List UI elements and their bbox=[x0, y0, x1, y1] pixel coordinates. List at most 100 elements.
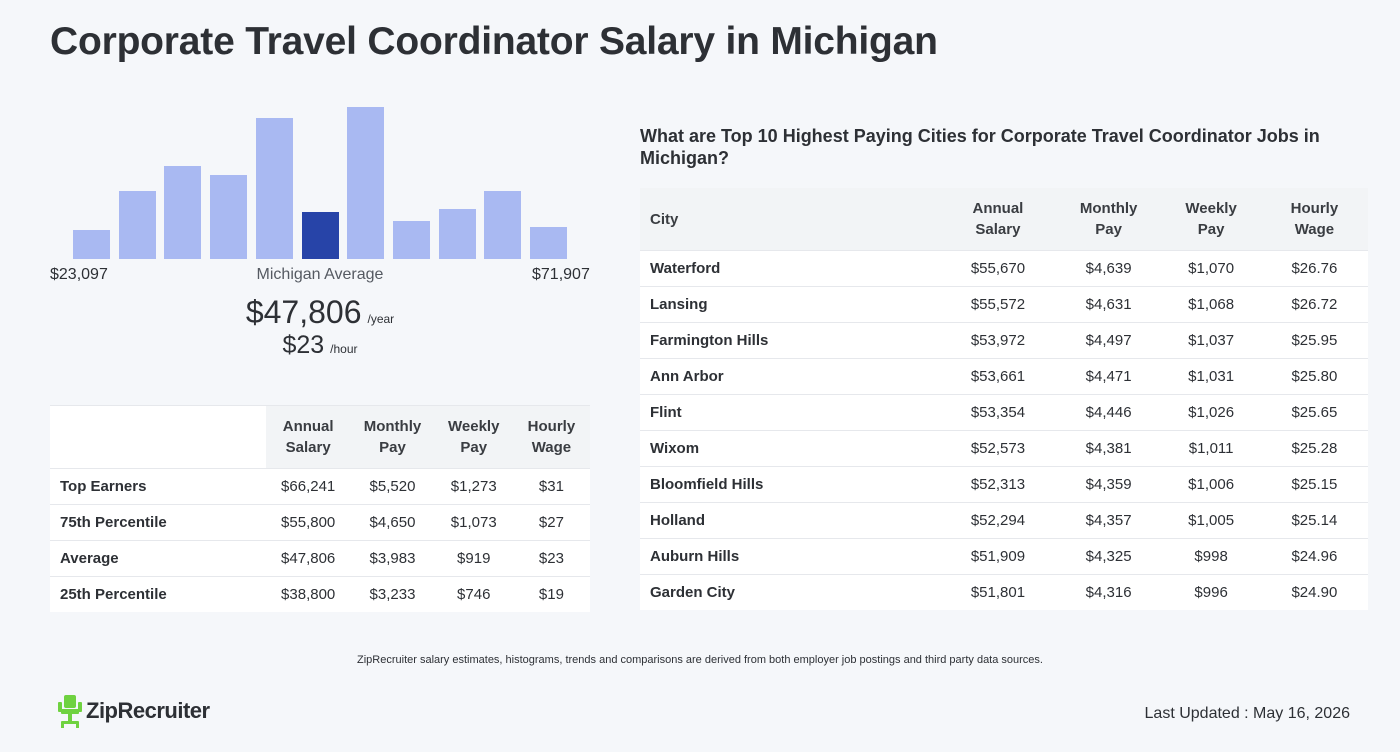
city-cell: $1,011 bbox=[1161, 430, 1261, 467]
city-cell: $53,661 bbox=[940, 358, 1056, 395]
city-cell: $53,354 bbox=[940, 394, 1056, 431]
percentile-table: Annual Salary Monthly Pay Weekly Pay Hou… bbox=[50, 405, 590, 612]
histogram-bar bbox=[210, 175, 248, 259]
city-cell: $4,497 bbox=[1055, 322, 1162, 359]
average-yearly-value: $47,806 bbox=[245, 294, 362, 330]
percentile-row: 75th Percentile $55,800 $4,650 $1,073 $27 bbox=[50, 504, 590, 541]
city-name: Wixom bbox=[640, 430, 940, 467]
histogram-bar bbox=[255, 118, 293, 259]
percentile-cell: $1,073 bbox=[434, 504, 513, 541]
header-monthly-pay: Monthly Pay bbox=[1055, 188, 1162, 251]
city-name: Holland bbox=[640, 502, 940, 539]
city-row: Garden City $51,801 $4,316 $996 $24.90 bbox=[640, 574, 1368, 610]
histogram-min-label: $23,097 bbox=[50, 266, 108, 283]
percentile-row: 25th Percentile $38,800 $3,233 $746 $19 bbox=[50, 576, 590, 612]
histogram-bar bbox=[118, 191, 156, 259]
percentile-cell: $3,233 bbox=[350, 576, 435, 612]
city-cell: $25.15 bbox=[1260, 466, 1368, 503]
logo-wordmark: ZipRecruiter bbox=[86, 698, 210, 723]
city-name: Flint bbox=[640, 394, 940, 431]
city-cell: $26.72 bbox=[1260, 286, 1368, 323]
header-hourly-wage: Hourly Wage bbox=[512, 405, 590, 469]
histogram-bar bbox=[484, 191, 522, 259]
city-cell: $4,471 bbox=[1055, 358, 1162, 395]
percentile-cell: $47,806 bbox=[266, 540, 351, 577]
percentile-cell: $919 bbox=[434, 540, 513, 577]
average-hourly-unit: /hour bbox=[330, 342, 358, 356]
header-weekly-pay: Weekly Pay bbox=[434, 405, 513, 469]
city-cell: $24.96 bbox=[1260, 538, 1368, 575]
histogram-bar bbox=[530, 227, 567, 259]
city-cell: $4,381 bbox=[1055, 430, 1162, 467]
histogram-bar bbox=[392, 221, 430, 259]
percentile-cell: $23 bbox=[512, 540, 590, 577]
city-cell: $52,573 bbox=[940, 430, 1056, 467]
city-cell: $25.95 bbox=[1260, 322, 1368, 359]
city-cell: $55,572 bbox=[940, 286, 1056, 323]
salary-histogram bbox=[50, 95, 590, 259]
city-row: Bloomfield Hills $52,313 $4,359 $1,006 $25.1… bbox=[640, 466, 1368, 503]
percentile-cell: $3,983 bbox=[350, 540, 435, 577]
city-cell: $4,359 bbox=[1055, 466, 1162, 503]
city-row: Ann Arbor $53,661 $4,471 $1,031 $25.80 bbox=[640, 358, 1368, 395]
data-source-note: ZipRecruiter salary estimates, histogram… bbox=[357, 654, 1043, 666]
city-cell: $1,037 bbox=[1161, 322, 1261, 359]
percentile-row-label: Top Earners bbox=[50, 468, 266, 505]
percentile-cell: $4,650 bbox=[350, 504, 435, 541]
ziprecruiter-chair-logo-icon bbox=[58, 695, 82, 728]
ziprecruiter-logo[interactable]: ZipRecruiter bbox=[58, 694, 210, 728]
city-cell: $55,670 bbox=[940, 250, 1056, 287]
city-cell: $4,357 bbox=[1055, 502, 1162, 539]
city-cell: $4,639 bbox=[1055, 250, 1162, 287]
city-name: Bloomfield Hills bbox=[640, 466, 940, 503]
header-monthly-pay: Monthly Pay bbox=[350, 405, 435, 469]
city-cell: $996 bbox=[1161, 574, 1261, 610]
city-cell: $1,026 bbox=[1161, 394, 1261, 431]
histogram-bar bbox=[347, 107, 385, 259]
city-cell: $51,909 bbox=[940, 538, 1056, 575]
histogram-bar bbox=[73, 230, 110, 259]
header-annual-salary: Annual Salary bbox=[940, 188, 1056, 251]
city-name: Lansing bbox=[640, 286, 940, 323]
city-name: Waterford bbox=[640, 250, 940, 287]
percentile-cell: $38,800 bbox=[266, 576, 351, 612]
city-row: Wixom $52,573 $4,381 $1,011 $25.28 bbox=[640, 430, 1368, 467]
cities-table: City Annual Salary Monthly Pay Weekly Pa… bbox=[640, 188, 1368, 610]
city-cell: $53,972 bbox=[940, 322, 1056, 359]
header-weekly-pay: Weekly Pay bbox=[1161, 188, 1261, 251]
city-cell: $52,294 bbox=[940, 502, 1056, 539]
city-name: Farmington Hills bbox=[640, 322, 940, 359]
city-cell: $1,031 bbox=[1161, 358, 1261, 395]
histogram-bar bbox=[164, 166, 202, 259]
city-cell: $1,006 bbox=[1161, 466, 1261, 503]
city-name: Ann Arbor bbox=[640, 358, 940, 395]
city-name: Garden City bbox=[640, 574, 940, 610]
city-cell: $4,316 bbox=[1055, 574, 1162, 610]
city-row: Holland $52,294 $4,357 $1,005 $25.14 bbox=[640, 502, 1368, 539]
city-cell: $24.90 bbox=[1260, 574, 1368, 610]
city-cell: $51,801 bbox=[940, 574, 1056, 610]
city-cell: $4,631 bbox=[1055, 286, 1162, 323]
header-annual-salary: Annual Salary bbox=[266, 405, 351, 469]
histogram-max-label: $71,907 bbox=[532, 266, 590, 283]
city-cell: $25.28 bbox=[1260, 430, 1368, 467]
city-cell: $1,068 bbox=[1161, 286, 1261, 323]
percentile-row-label: 25th Percentile bbox=[50, 576, 266, 612]
average-hourly-value: $23 bbox=[282, 331, 325, 359]
city-cell: $25.80 bbox=[1260, 358, 1368, 395]
percentile-row: Top Earners $66,241 $5,520 $1,273 $31 bbox=[50, 468, 590, 505]
header-blank bbox=[50, 405, 266, 469]
percentile-cell: $31 bbox=[512, 468, 590, 505]
city-cell: $998 bbox=[1161, 538, 1261, 575]
percentile-cell: $19 bbox=[512, 576, 590, 612]
percentile-row-label: Average bbox=[50, 540, 266, 577]
city-cell: $4,446 bbox=[1055, 394, 1162, 431]
histogram-bar-average bbox=[301, 212, 339, 259]
average-yearly: $47,806/year bbox=[140, 294, 500, 331]
header-city: City bbox=[640, 188, 940, 251]
cities-heading: What are Top 10 Highest Paying Cities fo… bbox=[640, 126, 1320, 168]
city-row: Lansing $55,572 $4,631 $1,068 $26.72 bbox=[640, 286, 1368, 323]
last-updated: Last Updated : May 16, 2026 bbox=[1144, 705, 1350, 722]
city-cell: $1,070 bbox=[1161, 250, 1261, 287]
city-cell: $1,005 bbox=[1161, 502, 1261, 539]
